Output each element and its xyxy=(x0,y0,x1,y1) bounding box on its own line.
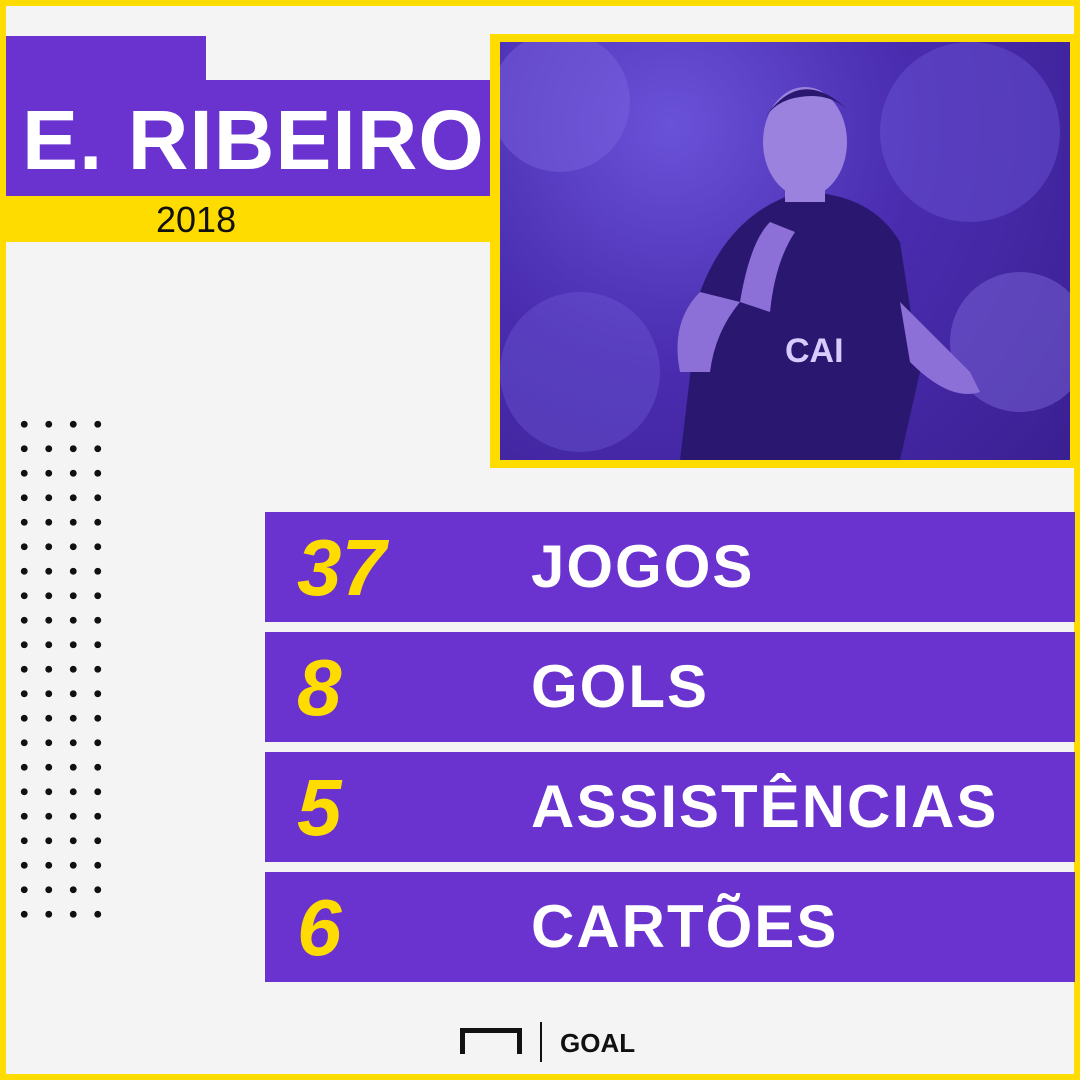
stat-label: CARTÕES xyxy=(531,893,839,960)
brand-name: GOAL xyxy=(560,1028,636,1058)
stat-value: 6 xyxy=(297,883,342,972)
player-photo: CAI xyxy=(500,42,1070,460)
stat-label: GOLS xyxy=(531,653,710,720)
shirt-text: CAI xyxy=(785,332,844,370)
stat-value: 37 xyxy=(297,523,386,612)
stat-row-assists: 5 ASSISTÊNCIAS xyxy=(265,752,1075,862)
goal-logo: GOAL xyxy=(458,1018,638,1068)
player-photo-icon: CAI xyxy=(500,42,1070,460)
stat-label: JOGOS xyxy=(531,533,755,600)
header-tab xyxy=(6,36,206,86)
goal-post-icon xyxy=(460,1028,522,1054)
logo-divider xyxy=(540,1022,542,1062)
stat-row-goals: 8 GOLS xyxy=(265,632,1075,742)
stat-label: ASSISTÊNCIAS xyxy=(531,773,999,840)
stat-row-games: 37 JOGOS xyxy=(265,512,1075,622)
stat-value: 8 xyxy=(297,643,342,732)
stat-value: 5 xyxy=(297,763,342,852)
player-name: E. RIBEIRO xyxy=(22,93,485,187)
stat-row-cards: 6 CARTÕES xyxy=(265,872,1075,982)
season-label: 2018 xyxy=(156,199,237,240)
dot-pattern xyxy=(12,412,102,932)
